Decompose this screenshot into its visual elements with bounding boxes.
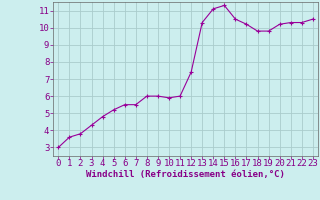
X-axis label: Windchill (Refroidissement éolien,°C): Windchill (Refroidissement éolien,°C) [86, 170, 285, 179]
